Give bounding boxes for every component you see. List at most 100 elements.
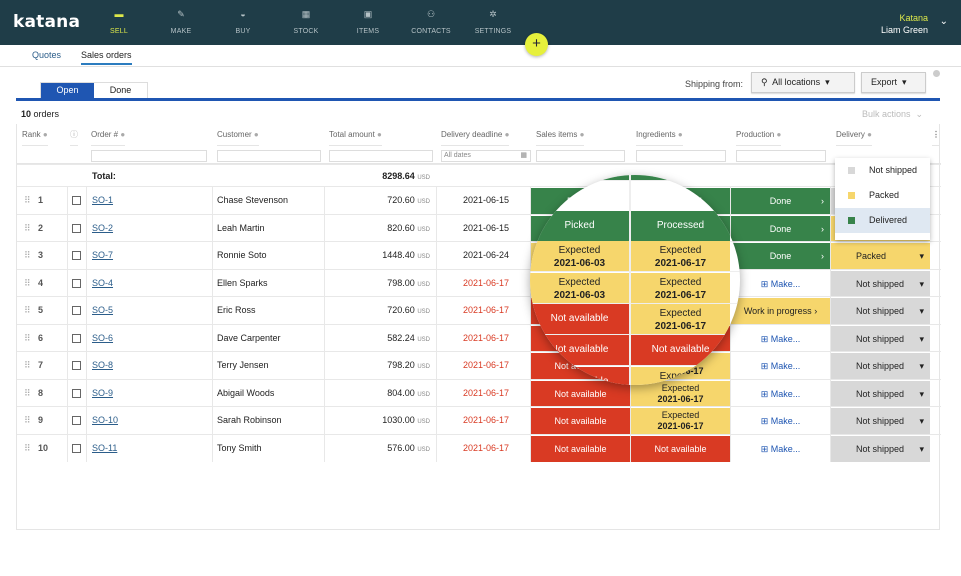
- filter-ingredients[interactable]: [636, 150, 726, 162]
- make-button[interactable]: ⊞ Make...: [731, 271, 830, 297]
- table-row[interactable]: ⠿ 6 SO-6 Dave Carpenter 582.24 USD 2021-…: [17, 323, 941, 352]
- row-checkbox[interactable]: [72, 270, 81, 297]
- table-row[interactable]: ⠿ 10 SO-11 Tony Smith 576.00 USD 2021-06…: [17, 433, 941, 462]
- order-link[interactable]: SO-5: [92, 305, 114, 315]
- option-not-shipped[interactable]: Not shipped: [835, 158, 930, 183]
- filter-production[interactable]: [736, 150, 826, 162]
- nav-stock[interactable]: ▦ STOCK: [275, 0, 337, 45]
- column-header[interactable]: Production ●: [736, 124, 782, 146]
- order-link[interactable]: SO-1: [92, 195, 114, 205]
- filter-sales-items[interactable]: [536, 150, 625, 162]
- row-checkbox[interactable]: [72, 187, 81, 214]
- order-link[interactable]: SO-6: [92, 332, 114, 343]
- delivery-status[interactable]: Not shipped ▾: [831, 353, 930, 379]
- table-row[interactable]: ⠿ 5 SO-5 Eric Ross 720.60 USD 2021-06-17…: [17, 296, 941, 324]
- order-link[interactable]: SO-11: [92, 442, 118, 453]
- chevron-down-icon[interactable]: ⌄: [939, 16, 948, 27]
- filter-dates[interactable]: All dates ▦: [441, 150, 531, 162]
- row-checkbox[interactable]: [72, 352, 81, 379]
- drag-handle-icon[interactable]: ⠿: [24, 442, 31, 453]
- order-link[interactable]: SO-7: [92, 250, 114, 260]
- order-link[interactable]: SO-8: [92, 360, 114, 370]
- delivery-status[interactable]: Packed ▾: [831, 243, 930, 269]
- make-button[interactable]: ⊞ Make...: [731, 436, 830, 462]
- order-link[interactable]: SO-2: [92, 222, 114, 233]
- nav-sell[interactable]: ▬ SELL: [88, 0, 150, 45]
- drag-handle-icon[interactable]: ⠿: [24, 387, 31, 398]
- drag-handle-icon[interactable]: ⠿: [24, 195, 31, 205]
- option-packed[interactable]: Packed: [835, 183, 930, 208]
- bulk-actions-button[interactable]: Bulk actions ⌄: [862, 109, 924, 119]
- order-link[interactable]: SO-10: [92, 415, 119, 425]
- toggle-done[interactable]: Done: [109, 85, 132, 95]
- sales-items-status[interactable]: Not available: [531, 435, 630, 462]
- column-header[interactable]: Delivery ●: [836, 124, 872, 146]
- filter-amount[interactable]: [329, 150, 433, 162]
- production-status[interactable]: Done ›: [731, 215, 830, 242]
- column-header[interactable]: Customer ●: [217, 124, 259, 146]
- delivery-status[interactable]: Not shipped ▾: [831, 380, 930, 407]
- production-status[interactable]: Done ›: [731, 188, 830, 214]
- table-row[interactable]: ⠿ 2 SO-2 Leah Martin 820.60 USD 2021-06-…: [17, 213, 941, 242]
- column-header[interactable]: Order # ●: [91, 124, 126, 146]
- column-header[interactable]: Delivery deadline ●: [441, 124, 510, 146]
- tab-quotes[interactable]: Quotes: [32, 50, 62, 60]
- table-row[interactable]: ⠿ 1 SO-1 Chase Stevenson 720.60 USD 2021…: [17, 186, 941, 214]
- sales-items-status[interactable]: Not available: [531, 408, 630, 434]
- export-button[interactable]: Export ▾: [861, 72, 926, 93]
- locations-dropdown[interactable]: ⚲ All locations ▾: [751, 72, 855, 93]
- nav-contacts[interactable]: ⚇ CONTACTS: [400, 0, 462, 45]
- production-status[interactable]: Done ›: [731, 243, 830, 269]
- toggle-open[interactable]: Open: [41, 83, 94, 98]
- more-options-icon[interactable]: ⋮: [932, 124, 940, 146]
- column-header[interactable]: Total amount ●: [329, 124, 382, 146]
- add-button[interactable]: +: [525, 33, 548, 56]
- drag-handle-icon[interactable]: ⠿: [24, 415, 31, 425]
- row-checkbox[interactable]: [72, 435, 81, 462]
- ingredients-status[interactable]: Not available: [631, 435, 730, 462]
- make-button[interactable]: ⊞ Make...: [731, 326, 830, 352]
- order-link[interactable]: SO-9: [92, 387, 114, 398]
- table-row[interactable]: ⠿ 8 SO-9 Abigail Woods 804.00 USD 2021-0…: [17, 378, 941, 407]
- filter-order[interactable]: [91, 150, 207, 162]
- order-link[interactable]: SO-4: [92, 277, 114, 288]
- row-checkbox[interactable]: [72, 407, 81, 434]
- table-row[interactable]: ⠿ 3 SO-7 Ronnie Soto 1448.40 USD 2021-06…: [17, 241, 941, 269]
- make-button[interactable]: ⊞ Make...: [731, 381, 830, 407]
- table-row[interactable]: ⠿ 9 SO-10 Sarah Robinson 1030.00 USD 202…: [17, 406, 941, 434]
- column-header[interactable]: Sales items ●: [536, 124, 585, 146]
- delivery-status[interactable]: Not shipped ▾: [831, 298, 930, 324]
- delivery-status[interactable]: Not shipped ▾: [831, 325, 930, 352]
- column-header[interactable]: Ingredients ●: [636, 124, 683, 146]
- drag-handle-icon[interactable]: ⠿: [24, 277, 31, 288]
- drag-handle-icon[interactable]: ⠿: [24, 222, 31, 233]
- column-header[interactable]: Rank ●: [22, 124, 48, 146]
- table-row[interactable]: ⠿ 7 SO-8 Terry Jensen 798.20 USD 2021-06…: [17, 351, 941, 379]
- make-button[interactable]: ⊞ Make...: [731, 408, 830, 434]
- delivery-status[interactable]: Not shipped ▾: [831, 270, 930, 297]
- row-checkbox[interactable]: [72, 297, 81, 324]
- row-checkbox[interactable]: [72, 380, 81, 407]
- production-status[interactable]: Work in progress ›: [731, 298, 830, 324]
- katana-logo[interactable]: katana: [13, 12, 81, 32]
- row-checkbox[interactable]: [72, 325, 81, 352]
- nav-settings[interactable]: ✲ SETTINGS: [462, 0, 524, 45]
- row-checkbox[interactable]: [72, 242, 81, 269]
- delivery-status[interactable]: Not shipped ▾: [831, 435, 930, 462]
- drag-handle-icon[interactable]: ⠿: [24, 360, 31, 370]
- nav-buy[interactable]: ◒ BUY: [212, 0, 274, 45]
- table-row[interactable]: ⠿ 4 SO-4 Ellen Sparks 798.00 USD 2021-06…: [17, 268, 941, 297]
- tab-sales-orders[interactable]: Sales orders: [81, 50, 132, 65]
- make-button[interactable]: ⊞ Make...: [731, 353, 830, 379]
- info-icon[interactable]: [933, 70, 940, 77]
- filter-customer[interactable]: [217, 150, 321, 162]
- delivery-status[interactable]: Not shipped ▾: [831, 408, 930, 434]
- drag-handle-icon[interactable]: ⠿: [24, 250, 31, 260]
- nav-items[interactable]: ▣ ITEMS: [337, 0, 399, 45]
- drag-handle-icon[interactable]: ⠿: [24, 332, 31, 343]
- row-checkbox[interactable]: [72, 215, 81, 242]
- option-delivered[interactable]: Delivered: [835, 208, 930, 233]
- user-menu[interactable]: Katana Liam Green: [881, 12, 928, 36]
- nav-make[interactable]: ✎ MAKE: [150, 0, 212, 45]
